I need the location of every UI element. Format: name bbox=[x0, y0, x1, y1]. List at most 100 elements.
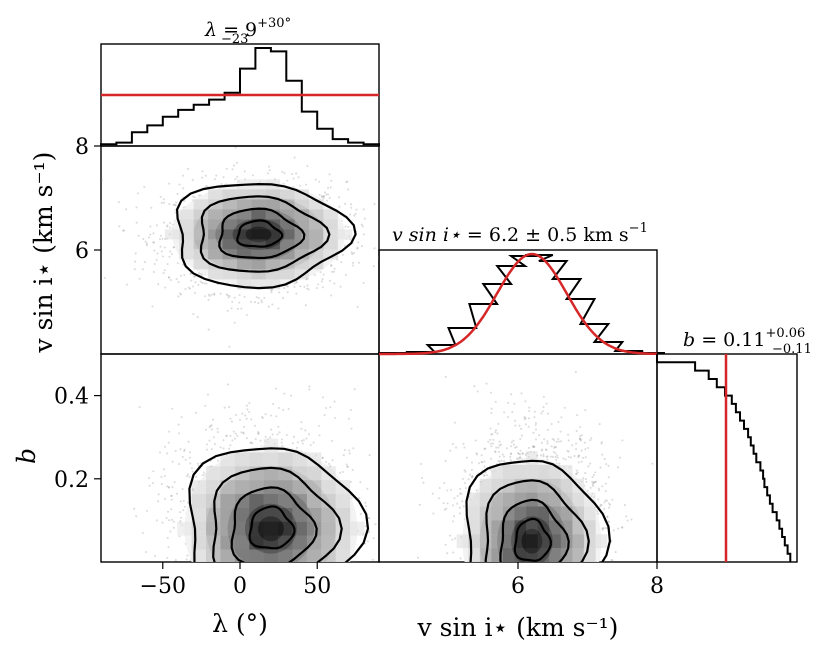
scatter-point bbox=[286, 291, 289, 294]
scatter-point bbox=[518, 456, 522, 459]
scatter-point bbox=[455, 446, 458, 449]
scatter-point bbox=[325, 564, 327, 566]
density-block bbox=[208, 259, 223, 270]
scatter-point bbox=[537, 607, 539, 609]
scatter-point bbox=[544, 600, 546, 602]
density-block bbox=[278, 549, 293, 562]
density-block bbox=[236, 209, 252, 220]
scatter-point bbox=[214, 576, 216, 578]
scatter-point bbox=[543, 580, 545, 582]
scatter-point bbox=[180, 416, 183, 419]
scatter-point bbox=[591, 481, 594, 484]
scatter-point bbox=[497, 450, 501, 453]
scatter-point bbox=[304, 183, 308, 186]
scatter-point bbox=[224, 593, 226, 595]
scatter-point bbox=[287, 407, 290, 411]
scatter-point bbox=[318, 193, 321, 196]
scatter-point bbox=[345, 576, 347, 578]
scatter-point bbox=[207, 293, 210, 296]
scatter-point bbox=[542, 562, 544, 564]
scatter-point bbox=[213, 292, 216, 295]
density-block bbox=[177, 521, 192, 536]
scatter-point bbox=[224, 564, 226, 566]
scatter-point bbox=[235, 161, 238, 164]
scatter-point bbox=[205, 282, 208, 285]
scatter-point bbox=[312, 568, 314, 570]
scatter-point bbox=[238, 301, 241, 304]
scatter-point bbox=[232, 164, 236, 167]
scatter-point bbox=[350, 203, 353, 206]
scatter-point bbox=[307, 570, 309, 572]
scatter-point bbox=[550, 445, 553, 448]
scatter-point bbox=[518, 424, 521, 427]
scatter-point bbox=[234, 564, 236, 566]
scatter-point bbox=[137, 192, 140, 195]
scatter-point bbox=[434, 460, 436, 462]
scatter-point bbox=[392, 575, 394, 577]
scatter-point bbox=[167, 441, 170, 444]
scatter-point bbox=[280, 597, 282, 599]
scatter-point bbox=[398, 214, 400, 216]
scatter-point bbox=[221, 587, 223, 589]
scatter-point bbox=[451, 520, 455, 523]
scatter-point bbox=[185, 558, 188, 561]
scatter-point bbox=[321, 195, 324, 199]
scatter-point bbox=[355, 208, 358, 211]
scatter-point bbox=[343, 574, 345, 576]
scatter-point bbox=[190, 580, 192, 582]
density-block bbox=[206, 577, 220, 591]
scatter-point bbox=[182, 499, 185, 502]
scatter-point bbox=[302, 600, 304, 602]
scatter-point bbox=[217, 582, 219, 584]
scatter-point bbox=[188, 451, 192, 454]
scatter-point bbox=[448, 534, 452, 537]
scatter-point bbox=[307, 569, 309, 571]
scatter-point bbox=[181, 455, 184, 458]
scatter-point bbox=[359, 513, 362, 516]
scatter-point bbox=[525, 571, 527, 573]
scatter-point bbox=[283, 286, 286, 290]
density-block bbox=[234, 494, 250, 508]
scatter-point bbox=[301, 569, 303, 571]
scatter-point bbox=[161, 255, 165, 258]
scatter-point bbox=[308, 601, 310, 603]
scatter-point bbox=[356, 246, 359, 249]
density-block bbox=[335, 521, 351, 536]
scatter-point bbox=[484, 565, 486, 567]
scatter-point bbox=[319, 567, 321, 569]
scatter-point bbox=[364, 586, 366, 588]
scatter-point bbox=[581, 594, 583, 596]
scatter-point bbox=[296, 441, 299, 444]
scatter-point bbox=[532, 586, 534, 588]
scatter-point bbox=[117, 201, 120, 204]
scatter-point bbox=[300, 427, 303, 430]
scatter-point bbox=[287, 588, 289, 590]
scatter-point bbox=[283, 172, 286, 175]
scatter-point bbox=[236, 307, 239, 310]
scatter-point bbox=[312, 650, 314, 652]
scatter-point bbox=[318, 434, 321, 437]
scatter-point bbox=[144, 551, 147, 554]
panel-content bbox=[133, 383, 436, 652]
scatter-point bbox=[256, 585, 258, 587]
density-block bbox=[308, 209, 324, 220]
density-block bbox=[265, 269, 281, 280]
scatter-point bbox=[155, 224, 158, 227]
scatter-point bbox=[362, 281, 365, 284]
scatter-point bbox=[250, 418, 253, 421]
scatter-point bbox=[538, 433, 541, 437]
scatter-point bbox=[322, 195, 325, 198]
scatter-point bbox=[294, 281, 298, 284]
scatter-point bbox=[227, 405, 231, 409]
scatter-point bbox=[176, 262, 179, 265]
scatter-point bbox=[286, 179, 289, 182]
scatter-point bbox=[285, 601, 287, 603]
scatter-point bbox=[373, 247, 376, 250]
scatter-point bbox=[493, 581, 495, 583]
scatter-point bbox=[578, 585, 580, 587]
scatter-point bbox=[138, 277, 141, 280]
scatter-point bbox=[389, 247, 391, 249]
scatter-point bbox=[532, 431, 535, 434]
scatter-point bbox=[359, 626, 361, 628]
scatter-point bbox=[318, 180, 321, 183]
